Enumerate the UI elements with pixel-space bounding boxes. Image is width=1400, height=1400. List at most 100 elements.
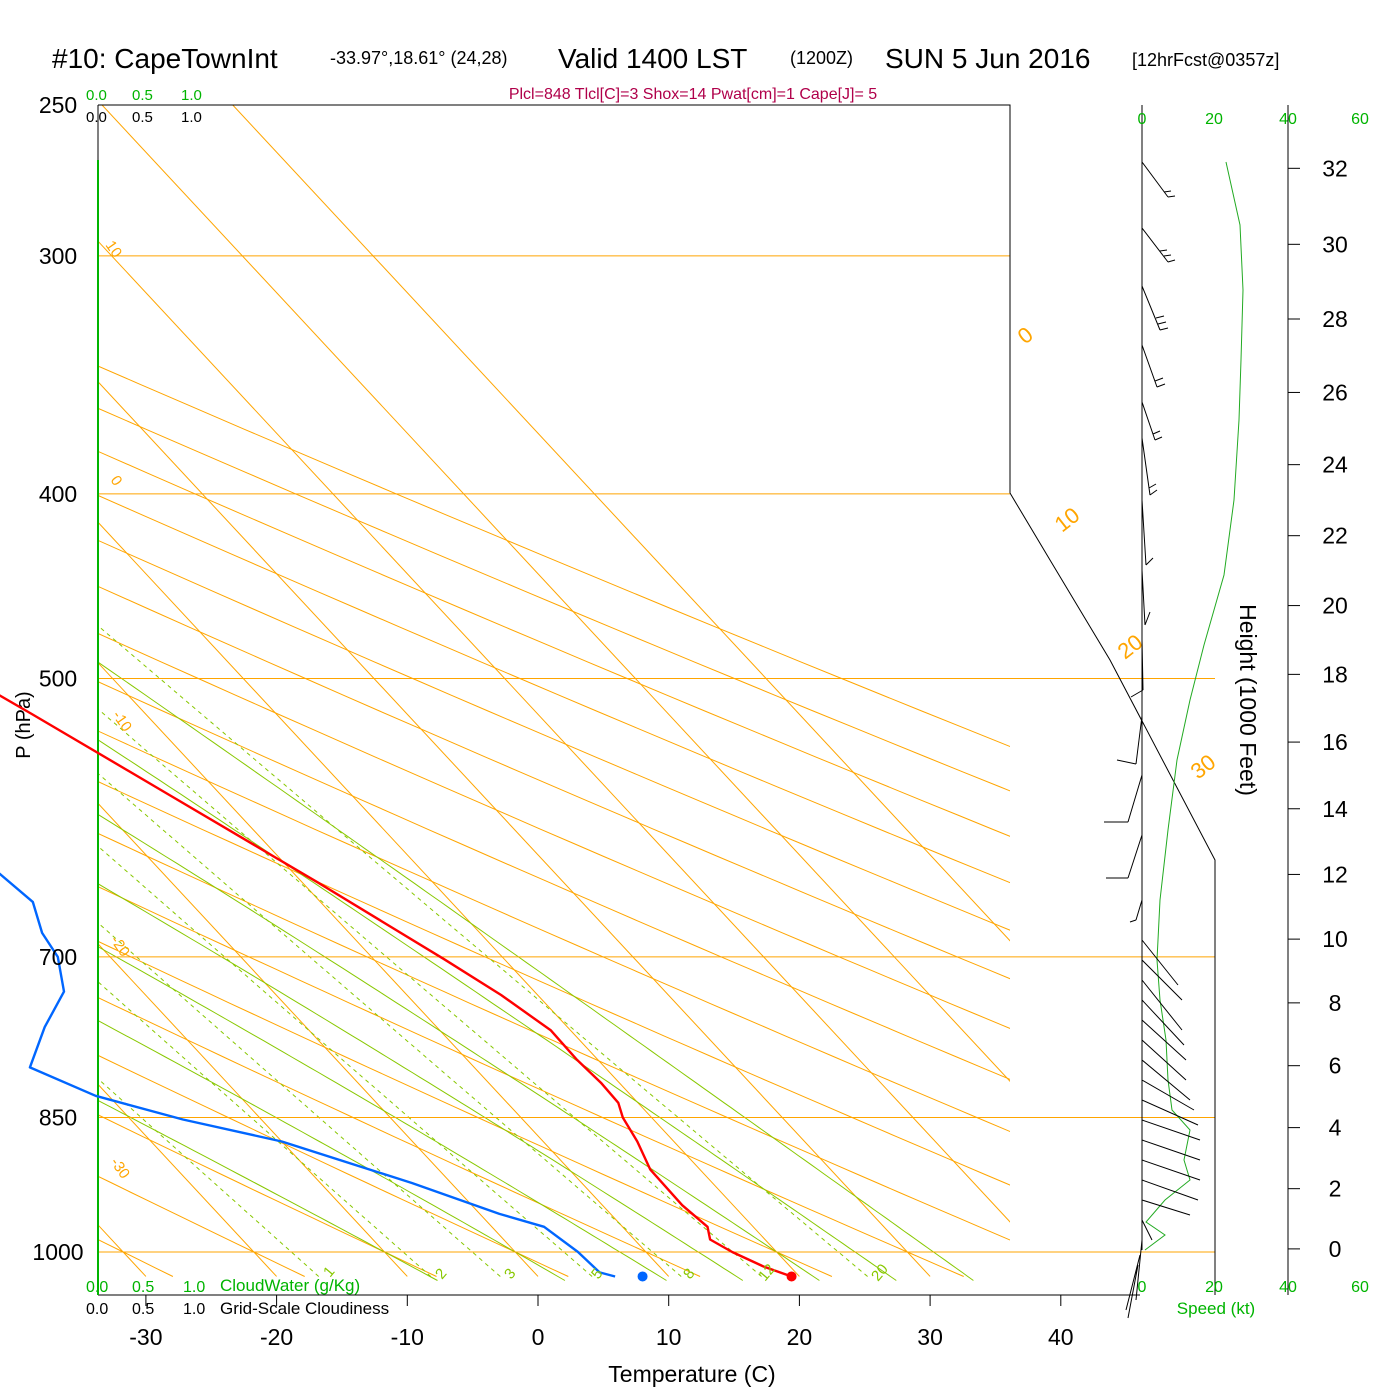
wind-barb-25k — [1141, 401, 1163, 441]
wind-speed-top-1: 20 — [1205, 111, 1223, 128]
cloudiness-label: Grid-Scale Cloudiness — [220, 1299, 389, 1318]
tick-labels-group: -30 -20 -10 0 10 20 30 402503004005007008501000… — [32, 92, 1348, 1350]
isotherm-line — [0, 105, 15, 1276]
y-tick-label: 400 — [39, 481, 77, 507]
dry-adiabat-line — [0, 105, 41, 1277]
y2-tick-label: 20 — [1322, 593, 1348, 619]
stability-indices: Plcl=848 Tlcl[C]=3 Shox=14 Pwat[cm]=1 Ca… — [509, 86, 877, 103]
y2-tick-label: 24 — [1322, 452, 1348, 478]
mixing-ratio-line — [98, 625, 868, 1277]
dry-adiabat-line — [98, 832, 1010, 1241]
y-tick-label: 300 — [39, 243, 77, 269]
y2-axis-title: Height (1000 Feet) — [1235, 604, 1261, 796]
mixing-ratio-label: 8 — [680, 1265, 698, 1282]
mixing-ratio-lines — [98, 625, 868, 1277]
chart-title-forecast: [12hrFcst@0357z] — [1132, 50, 1279, 70]
mixing-ratio-label: 3 — [501, 1265, 519, 1282]
y-tick-label: 850 — [39, 1105, 77, 1131]
plot-frame-right — [98, 104, 1216, 1295]
mixing-ratio-line — [98, 922, 501, 1277]
wind-barb-11k — [1129, 899, 1143, 923]
dry-adiabat-line — [98, 730, 1010, 1133]
chart-title-station: #10: CapeTownInt — [52, 43, 278, 74]
chart-title-date: SUN 5 Jun 2016 — [885, 43, 1090, 74]
dry-adiabat-lines — [0, 105, 1010, 1277]
y2-tick-label: 12 — [1322, 861, 1348, 887]
wind-barb-16k — [1116, 715, 1143, 765]
wind-barb-26k — [1141, 344, 1166, 388]
dry-adiabat-line — [98, 996, 701, 1277]
moist-adiabat-line — [98, 946, 667, 1281]
moist-adiabat-line — [98, 739, 897, 1281]
x-axis-title: Temperature (C) — [608, 1361, 775, 1387]
dewpoint-profile-line — [0, 872, 616, 1278]
y-tick-label: 1000 — [32, 1239, 83, 1265]
cloud-scale-bottom-green-1: 0.5 — [132, 1279, 154, 1296]
moist-adiabat-line — [98, 1099, 438, 1281]
y2-tick-label: 18 — [1322, 661, 1348, 687]
surface-temperature-marker — [786, 1271, 797, 1282]
isobar-lines — [98, 104, 1215, 1253]
cloud-scale-top: 0.0 0.5 1.0 0.0 0.5 1.0 — [86, 87, 202, 126]
wind-barb-22k — [1141, 499, 1154, 566]
wind-barb-14k — [1104, 774, 1143, 823]
isotherm-lines — [0, 105, 1010, 1277]
wind-barb-24k — [1141, 437, 1158, 496]
wind-barb-30k — [1141, 227, 1176, 263]
dry-adiabat-line — [98, 539, 1010, 931]
cloud-scale-bottom: 0.0 0.5 1.0 CloudWater (g/Kg) 0.0 0.5 1.… — [86, 1276, 389, 1318]
y-axis-title: P (hPa) — [13, 691, 35, 758]
surface-dewpoint-marker — [637, 1271, 648, 1282]
cloud-scale-bottom-black-2: 1.0 — [183, 1301, 205, 1318]
wind-barb-32k — [1141, 161, 1176, 198]
dry-adiabat-line — [98, 940, 833, 1277]
y2-tick-label: 14 — [1322, 796, 1348, 822]
y2-tick-label: 26 — [1322, 379, 1348, 405]
dry-adiabat-line — [98, 450, 1010, 837]
dry-adiabat-line — [98, 585, 1010, 980]
cloud-scale-bottom-black-0: 0.0 — [86, 1301, 108, 1318]
isotherm-label: -10 — [109, 708, 135, 736]
cloud-scale-bottom-green-2: 1.0 — [183, 1279, 205, 1296]
dry-adiabat-line — [98, 681, 1010, 1080]
wind-barb-low — [1125, 939, 1201, 1319]
cloud-scale-bottom-green-0: 0.0 — [86, 1279, 108, 1296]
isotherm-label: 0 — [107, 473, 126, 490]
y2-tick-label: 16 — [1322, 729, 1348, 755]
wind-speed-bottom-1: 20 — [1205, 1279, 1223, 1296]
wind-speed-profile — [1144, 161, 1244, 1251]
dry-adiabat-line — [98, 365, 1010, 748]
x-tick-label: -30 — [129, 1324, 162, 1350]
cloud-scale-top-green-1: 0.5 — [132, 87, 153, 104]
chart-title-valid: Valid 1400 LST — [558, 43, 747, 74]
isotherm-line — [98, 943, 408, 1277]
mixing-ratio-label: 20 — [868, 1261, 892, 1285]
y-tick-label: 250 — [39, 92, 77, 118]
dry-adiabat-line — [98, 494, 1010, 884]
mixing-ratio-label: 5 — [588, 1265, 606, 1282]
temperature-profile-line — [0, 694, 793, 1278]
isotherm-line — [98, 662, 670, 1277]
cloud-scale-top-black-2: 1.0 — [181, 109, 202, 126]
wind-speed-label: Speed (kt) — [1177, 1299, 1255, 1318]
mixing-ratio-line — [98, 845, 593, 1277]
cloud-scale-top-black-1: 0.5 — [132, 109, 153, 126]
isotherm-line — [101, 105, 1010, 1083]
y2-tick-label: 32 — [1322, 155, 1348, 181]
wind-speed-bottom-0: 0 — [1138, 1279, 1147, 1296]
y2-tick-label: 10 — [1322, 926, 1348, 952]
dry-adiabat-line — [98, 781, 1010, 1186]
y2-tick-label: 2 — [1329, 1176, 1342, 1202]
isotherm-line — [98, 802, 539, 1277]
mixing-ratio-line — [98, 772, 682, 1277]
y2-tick-label: 4 — [1329, 1115, 1342, 1141]
mixing-ratio-label: 2 — [432, 1265, 450, 1282]
isotherm-label: -30 — [107, 1155, 133, 1183]
dry-adiabat-line — [98, 407, 1010, 792]
dry-adiabat-line — [98, 886, 964, 1277]
isotherm-line — [232, 105, 1010, 942]
y2-tick-label: 28 — [1322, 306, 1348, 332]
y2-tick-label: 22 — [1322, 523, 1348, 549]
isotherm-label: 0 — [1013, 322, 1038, 349]
